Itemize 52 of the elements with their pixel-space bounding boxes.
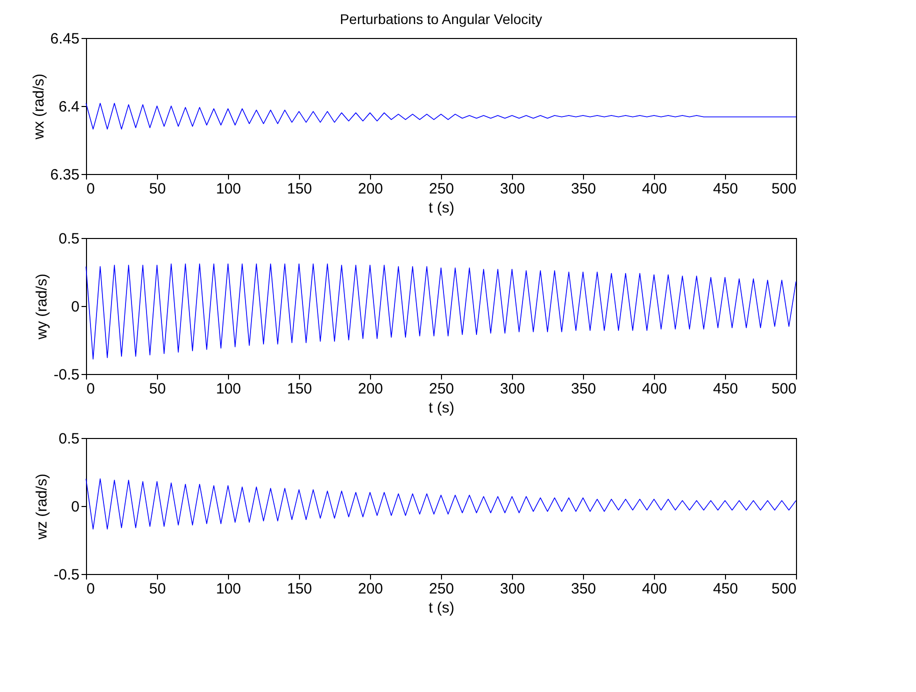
x-tick-label: 450 [712,380,738,398]
x-axis-title: t (s) [428,400,454,416]
x-tick-label: 500 [771,380,796,398]
x-tick-label: 350 [570,180,596,198]
x-tick-label: 450 [712,180,738,198]
x-tick-label: 500 [771,580,796,598]
y-tick-label: 6.45 [50,30,80,48]
x-tick-label: 50 [149,380,166,398]
x-tick-label: 300 [500,380,526,398]
x-tick-label: 300 [500,580,526,598]
x-axis-title: t (s) [428,200,454,216]
y-axis-title: wz (rad/s) [34,474,51,540]
x-tick-label: 400 [642,180,668,198]
line-series [86,102,796,130]
x-tick-label: 50 [149,180,166,198]
x-tick-label: 250 [428,180,454,198]
x-tick-label: 350 [570,380,596,398]
x-tick-label: 250 [428,380,454,398]
x-tick-label: 200 [358,580,384,598]
x-tick-label: 400 [642,580,668,598]
y-tick-label: -0.5 [54,366,80,384]
x-tick-label: 150 [286,180,312,198]
x-tick-label: 300 [500,180,526,198]
x-tick-label: 200 [358,180,384,198]
x-tick-label: 150 [286,580,312,598]
x-tick-label: 400 [642,380,668,398]
y-tick-label: -0.5 [54,566,80,584]
x-tick-label: 50 [149,580,166,598]
x-tick-label: 150 [286,380,312,398]
x-tick-label: 500 [771,180,796,198]
x-tick-label: 100 [216,180,242,198]
line-series [86,263,796,360]
y-tick-label: 6.4 [58,98,80,116]
x-tick-label: 350 [570,580,596,598]
x-tick-label: 450 [712,580,738,598]
x-tick-label: 0 [86,380,95,398]
y-axis-title: wx (rad/s) [30,74,48,140]
x-axis-title: t (s) [428,600,454,616]
line-series [86,478,796,530]
y-axis-title: wy (rad/s) [34,274,51,340]
y-tick-label: 0 [71,498,80,516]
y-tick-label: 0 [71,298,80,316]
x-tick-label: 100 [216,580,242,598]
x-tick-label: 100 [216,380,242,398]
x-tick-label: 0 [86,580,95,598]
x-tick-label: 250 [428,580,454,598]
chart-title: Perturbations to Angular Velocity [340,11,542,27]
y-tick-label: 0.5 [58,430,80,448]
y-tick-label: 0.5 [58,230,80,248]
y-tick-label: 6.35 [50,166,80,184]
x-tick-label: 200 [358,380,384,398]
x-tick-label: 0 [86,180,95,198]
